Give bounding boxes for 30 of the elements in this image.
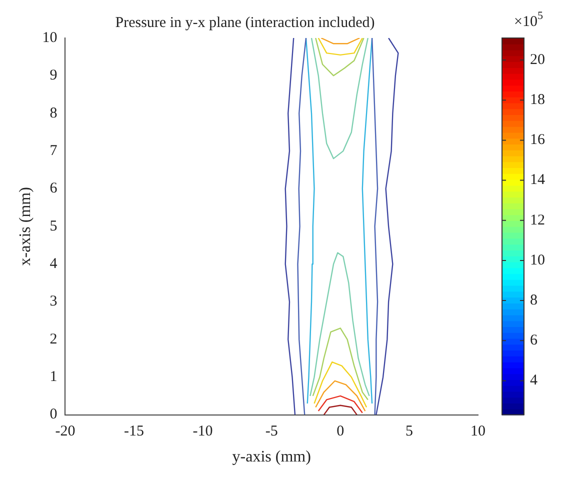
y-tick-label: 3	[50, 294, 58, 310]
y-tick-label: 6	[50, 180, 58, 197]
color-bar-label: 12	[530, 212, 545, 228]
y-axis-title: x-axis (mm)	[16, 187, 34, 266]
x-tick-label: 5	[405, 424, 413, 440]
color-bar-label: 18	[530, 92, 545, 108]
y-tick-label: 4	[50, 256, 58, 272]
x-tick-label: 0	[336, 424, 344, 440]
x-tick-label: -10	[192, 424, 213, 440]
y-tick-label: 8	[50, 105, 58, 122]
color-bar-label: 8	[530, 292, 538, 308]
color-bar-label: 16	[530, 132, 546, 148]
y-tick-label: 7	[50, 142, 58, 159]
x-tick-label: -15	[124, 424, 144, 440]
y-tick-label: 0	[50, 406, 58, 423]
y-tick-label: 2	[50, 331, 58, 348]
y-tick-label: 9	[50, 68, 58, 84]
color-bar-label: 10	[530, 252, 545, 268]
y-tick-label: 10	[42, 30, 58, 46]
color-bar-label: 6	[530, 332, 538, 349]
x-tick-label: 10	[470, 424, 486, 440]
color-bar-label: 14	[530, 172, 546, 188]
chart-title: Pressure in y-x plane (interaction included)	[115, 14, 375, 31]
x-tick-label: -20	[55, 424, 76, 440]
x-axis-title: y-axis (mm)	[232, 448, 311, 466]
color-bar-label: 4	[530, 372, 538, 389]
color-bar-label: 20	[530, 52, 545, 68]
x-tick-label: -5	[265, 424, 278, 440]
y-tick-label: 5	[50, 218, 58, 234]
y-tick-label: 1	[50, 369, 58, 386]
